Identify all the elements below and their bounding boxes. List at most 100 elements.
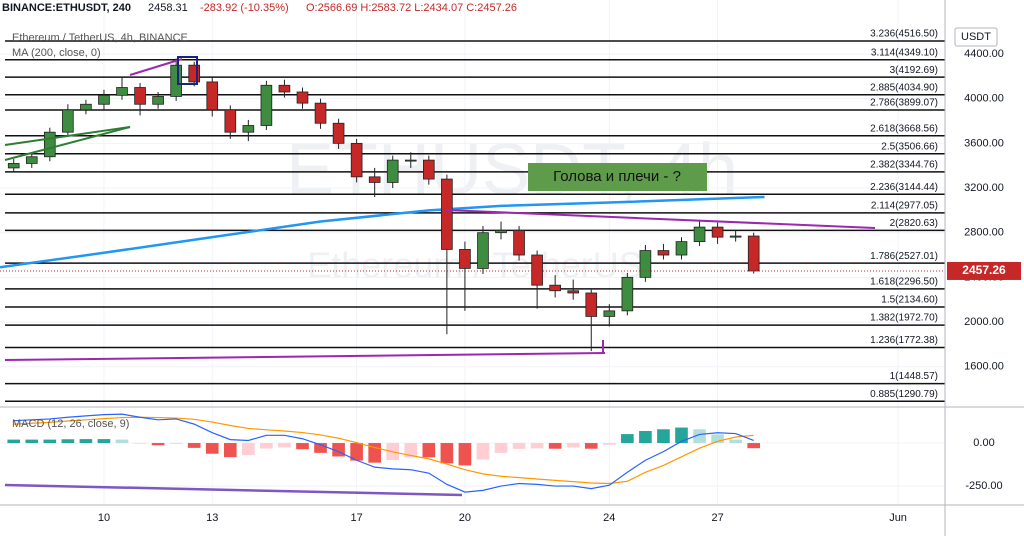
candle-body <box>224 109 237 133</box>
macd-histogram-bar <box>97 439 111 444</box>
candle-body <box>657 250 670 256</box>
annotation-box <box>528 163 707 191</box>
macd-histogram-bar <box>133 443 147 444</box>
change: -283.92 (-10.35%) <box>200 2 289 14</box>
candle-body <box>729 235 742 238</box>
annotation: Голова и плечи - ? <box>553 168 681 185</box>
candle-body <box>585 292 598 317</box>
macd-legend: MACD (12, 26, close, 9) <box>12 418 129 430</box>
fib-label: 3.114(4349.10) <box>871 47 938 58</box>
fib-label: 2.382(3344.76) <box>870 159 938 170</box>
macd-histogram-bar <box>639 430 652 444</box>
macd-histogram-bar <box>242 443 255 456</box>
candle-body <box>639 250 652 278</box>
candle-body <box>116 87 128 96</box>
candle-body <box>7 163 20 169</box>
ma-line <box>0 195 765 269</box>
candle-body <box>513 230 525 256</box>
candle-body <box>477 232 489 269</box>
fib-label: 1.5(2134.60) <box>881 295 938 306</box>
trend-line <box>4 126 131 146</box>
fib-label: 2.786(3899.07) <box>870 98 938 109</box>
candle-body <box>152 96 164 105</box>
macd-histogram-bar <box>747 443 761 449</box>
fib-label: 1.382(1972.70) <box>870 313 938 324</box>
highlight-box <box>177 56 198 85</box>
macd-histogram-bar <box>476 443 490 460</box>
trend-line <box>4 352 606 361</box>
macd-histogram-bar <box>296 443 309 450</box>
candle-body <box>495 230 507 234</box>
macd-histogram-bar <box>458 443 472 466</box>
fib-label: 1.786(2527.01) <box>870 251 938 262</box>
x-tick-label: 27 <box>711 512 723 524</box>
x-tick-label: 17 <box>351 512 363 524</box>
watermark-sub: Ethereum / TetherUS <box>307 245 643 286</box>
candle-body <box>693 226 706 243</box>
fib-label: 2(2820.63) <box>890 218 938 229</box>
macd-histogram-bar <box>494 443 508 453</box>
fib-label: 2.618(3668.56) <box>870 123 938 134</box>
x-tick-label: 10 <box>98 512 110 524</box>
fib-label: 2.236(3144.44) <box>870 182 938 193</box>
fib-label: 2.114(2977.05) <box>871 201 938 212</box>
candle-body <box>188 64 201 83</box>
unit-box <box>954 27 998 47</box>
candle-body <box>404 159 417 162</box>
last-price-label: 2457.26 <box>962 263 1006 277</box>
candle-body <box>621 276 634 312</box>
y-tick-label: 2000.00 <box>964 316 1004 328</box>
y-tick-label: 4400.00 <box>964 48 1004 60</box>
macd-histogram-bar <box>223 443 237 458</box>
chart-title: Ethereum / TetherUS, 4h, BINANCE <box>12 32 188 44</box>
macd-histogram-bar <box>25 439 39 444</box>
candle-body <box>350 142 363 178</box>
macd-histogram-bar <box>584 443 598 449</box>
candle-body <box>441 178 453 250</box>
y-tick-label: -250.00 <box>965 480 1002 492</box>
macd-histogram-bar <box>602 443 616 445</box>
candle-body <box>332 122 345 144</box>
fib-label: 0.885(1290.79) <box>870 389 938 400</box>
candle-body <box>459 249 471 269</box>
divergence-line <box>4 483 463 497</box>
candle-body <box>206 81 219 111</box>
candle-body <box>80 103 92 111</box>
candle-body <box>567 290 580 294</box>
macd-histogram-bar <box>278 443 291 448</box>
fib-label: 2.885(4034.90) <box>870 82 938 93</box>
macd-histogram-bar <box>350 443 363 461</box>
fib-label: 2.5(3506.66) <box>881 141 938 152</box>
macd-histogram-bar <box>693 429 706 444</box>
candle-body <box>531 254 543 286</box>
fib-label: 1(1448.57) <box>890 371 938 382</box>
candle-body <box>386 159 399 183</box>
y-tick-label: 3200.00 <box>964 182 1004 194</box>
macd-histogram-bar <box>422 443 436 458</box>
x-tick-label: 24 <box>603 512 615 524</box>
y-tick-label: 2800.00 <box>964 227 1004 239</box>
x-tick-label: 20 <box>459 512 471 524</box>
macd-histogram-bar <box>43 439 57 444</box>
last-price-box <box>947 261 1021 280</box>
macd-histogram-bar <box>7 439 21 444</box>
candle-body <box>747 235 760 272</box>
trend-line <box>4 126 131 161</box>
macd-histogram-bar <box>61 439 75 444</box>
candle-body <box>603 310 616 317</box>
x-tick-label: 13 <box>206 512 218 524</box>
macd-histogram-bar <box>729 439 742 444</box>
macd-histogram-bar <box>675 427 688 444</box>
macd-histogram-bar <box>187 443 201 448</box>
candle-body <box>98 94 110 105</box>
candle-body <box>43 131 56 158</box>
macd-histogram-bar <box>115 439 129 444</box>
y-tick-label: 4000.00 <box>964 93 1004 105</box>
macd-histogram-bar <box>404 443 418 458</box>
x-tick-label: Jun <box>889 512 907 524</box>
macd-histogram-bar <box>79 439 93 444</box>
macd-histogram-bar <box>657 429 670 444</box>
fib-label: 3(4192.69) <box>890 65 938 76</box>
candle-body <box>423 159 435 180</box>
candle-body <box>296 91 309 104</box>
